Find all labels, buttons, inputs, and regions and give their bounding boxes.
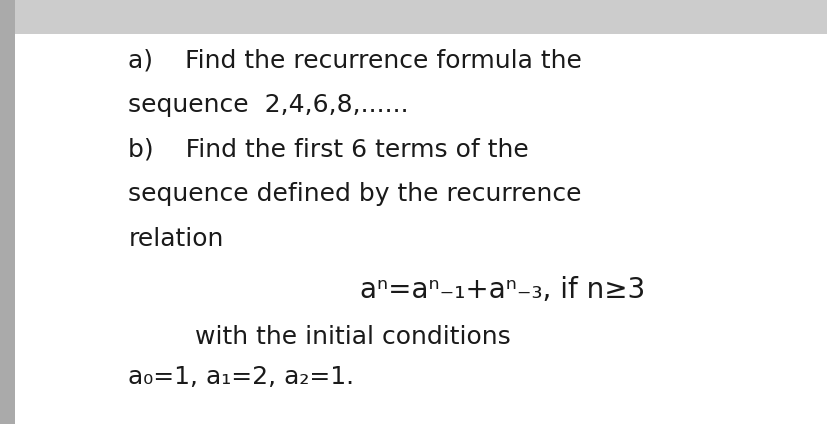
Text: a)    Find the recurrence formula the: a) Find the recurrence formula the bbox=[128, 49, 581, 73]
Text: a₀=1, a₁=2, a₂=1.: a₀=1, a₁=2, a₂=1. bbox=[128, 365, 354, 389]
Text: sequence  2,4,6,8,......: sequence 2,4,6,8,...... bbox=[128, 93, 409, 117]
Text: sequence defined by the recurrence: sequence defined by the recurrence bbox=[128, 182, 581, 206]
Text: with the initial conditions: with the initial conditions bbox=[194, 325, 509, 349]
Text: aⁿ=aⁿ₋₁+aⁿ₋₃, if n≥3: aⁿ=aⁿ₋₁+aⁿ₋₃, if n≥3 bbox=[360, 276, 645, 304]
Text: relation: relation bbox=[128, 227, 223, 251]
Text: b)    Find the first 6 terms of the: b) Find the first 6 terms of the bbox=[128, 138, 528, 162]
